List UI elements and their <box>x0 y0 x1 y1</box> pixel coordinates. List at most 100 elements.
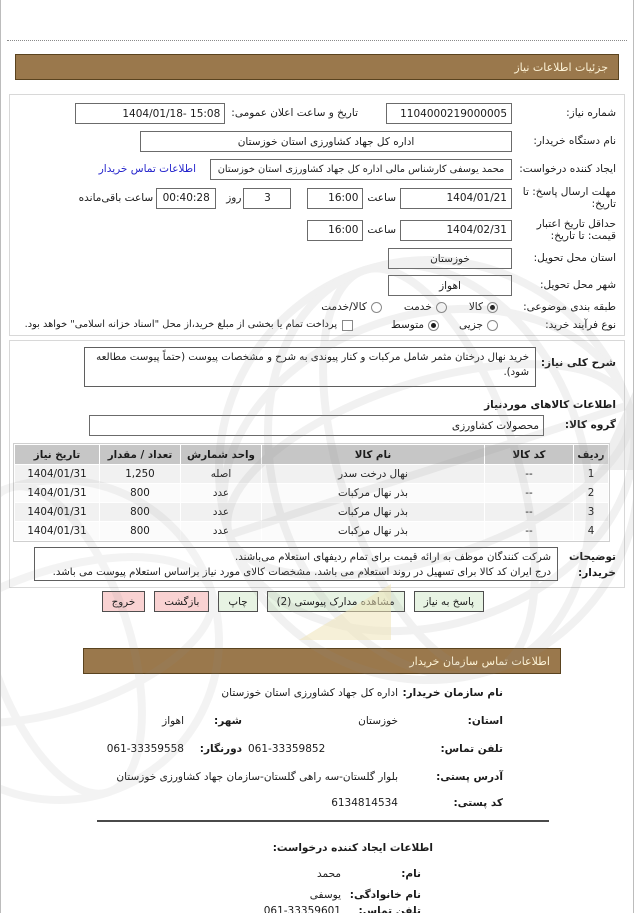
deadline-time-field: 16:00 <box>307 187 364 209</box>
deadline-time-value: 16:00 <box>328 192 359 204</box>
process-type-label: نوع فرآیند خرید: <box>545 318 616 331</box>
exit-button[interactable]: خروج <box>101 591 146 612</box>
classification-label: طبقه بندی موضوعی: <box>523 300 616 313</box>
buyer-contact-link[interactable]: اطلاعات تماس خریدار <box>98 163 196 175</box>
buyer-org-value: اداره کل جهاد کشاورزی استان خوزستان <box>237 135 415 148</box>
cell-quantity: 800 <box>100 484 180 502</box>
deadline-date-field: 1404/01/21 <box>400 187 512 209</box>
cell-quantity: 800 <box>100 522 180 540</box>
deadline-day-label: روز <box>226 191 242 204</box>
contact-city-label: شهر: <box>214 715 242 727</box>
creator-phone-label: تلفن تماس: <box>358 905 421 913</box>
cell-unit: عدد <box>181 503 261 521</box>
radio-partial[interactable] <box>487 319 498 331</box>
goods-table-header-row: ردیف کد کالا نام کالا واحد شمارش تعداد /… <box>15 445 608 464</box>
contact-postal-label: کد پستی: <box>453 797 503 809</box>
col-unit: واحد شمارش <box>181 445 261 464</box>
deadline-days-value: 3 <box>264 192 271 204</box>
price-validity-label: حداقل تاریخ اعتبار قیمت: تا تاریخ: <box>536 217 616 242</box>
cell-item-name: بذر نهال مرکبات <box>262 503 484 521</box>
deadline-days-field: 3 <box>243 187 292 209</box>
contact-address-value: بلوار گلستان-سه راهی گلستان-سازمان جهاد … <box>116 771 398 783</box>
deadline-label: مهلت ارسال پاسخ: تا تاریخ: <box>522 185 616 210</box>
radio-service-label: خدمت <box>403 300 432 313</box>
section-header-title: اطلاعات تماس سازمان خریدار <box>409 654 550 668</box>
need-info-panel: شماره نیاز: 1104000219000005 تاریخ و ساع… <box>9 94 625 336</box>
radio-goods-label: کالا <box>468 300 483 313</box>
request-creator-title-text: اطلاعات ایجاد کننده درخواست: <box>272 842 433 854</box>
contact-phone-label: تلفن تماس: <box>440 743 503 755</box>
cell-unit: عدد <box>181 522 261 540</box>
creator-first-name-label: نام: <box>401 868 421 880</box>
col-need-date: تاریخ نیاز <box>15 445 99 464</box>
cell-row-no: 2 <box>574 484 608 502</box>
view-attachments-button[interactable]: مشاهده مدارک پیوستی (2) <box>266 591 405 612</box>
contact-org-row: نام سازمان خریدار: اداره کل جهاد کشاورزی… <box>215 684 503 702</box>
contact-postal-value: 6134814534 <box>331 797 398 809</box>
buyer-notes-label-line2: خریدار: <box>578 566 616 579</box>
cell-row-no: 1 <box>574 465 608 483</box>
contact-fax-value: 061-33359558 <box>106 743 184 755</box>
contact-address-label: آدرس پستی: <box>436 771 503 783</box>
contact-phone-fax-row: تلفن تماس: 061-33359852 دورنگار: 061-333… <box>101 740 503 758</box>
deadline-date-value: 1404/01/21 <box>446 192 507 204</box>
top-dotted-divider <box>7 40 627 41</box>
contact-separator-line <box>97 820 549 822</box>
radio-partial-label: جزیی <box>459 318 483 331</box>
print-button[interactable]: چاپ <box>218 591 258 612</box>
cell-item-code: -- <box>485 465 573 483</box>
respond-button[interactable]: پاسخ به نیاز <box>413 591 484 612</box>
goods-table-row: 2 -- بذر نهال مرکبات عدد 800 1404/01/31 <box>15 484 608 502</box>
cell-item-name: نهال درخت سدر <box>262 465 484 483</box>
need-description-value: خرید نهال درختان مثمر شامل مرکبات و کنار… <box>96 352 529 379</box>
goods-section-title: اطلاعات کالاهای موردنیاز <box>484 399 616 411</box>
col-item-name: نام کالا <box>262 445 484 464</box>
remaining-hours-label: ساعت باقی‌مانده <box>78 191 154 204</box>
goods-group-label: گروه کالا: <box>564 419 616 432</box>
cell-item-name: بذر نهال مرکبات <box>262 484 484 502</box>
section-header-buyer-contact: اطلاعات تماس سازمان خریدار <box>83 648 561 674</box>
radio-medium[interactable] <box>428 319 440 331</box>
need-number-label: شماره نیاز: <box>566 107 616 120</box>
treasury-checkbox[interactable] <box>342 319 354 331</box>
back-button[interactable]: بازگشت <box>154 591 210 612</box>
col-row-no: ردیف <box>574 445 608 464</box>
need-number-field: 1104000219000005 <box>386 103 512 124</box>
contact-province-city-row: استان: خوزستان شهر: اهواز <box>156 712 503 730</box>
radio-goods-service[interactable] <box>370 301 382 313</box>
goods-info-panel: شرح کلی نیاز: خرید نهال درختان مثمر شامل… <box>9 340 625 588</box>
delivery-province-label: استان محل تحویل: <box>533 252 616 265</box>
need-description-box: خرید نهال درختان مثمر شامل مرکبات و کنار… <box>84 347 536 387</box>
section-header-need-details: جزئیات اطلاعات نیاز <box>15 54 619 80</box>
contact-city-value: اهواز <box>162 715 184 727</box>
contact-address-row: آدرس پستی: بلوار گلستان-سه راهی گلستان-س… <box>110 768 503 786</box>
buyer-notes-line2: درج ایران کد کالا برای تسهیل در روند است… <box>52 567 551 579</box>
announce-field: 1404/01/18- 15:08 <box>75 103 226 124</box>
buyer-notes-line1: شرکت کنندگان موظف به ارائه قیمت برای تما… <box>234 552 551 563</box>
contact-fax-label: دورنگار: <box>199 743 242 755</box>
contact-province-value: خوزستان <box>358 715 398 727</box>
deadline-hour-label: ساعت <box>367 191 396 204</box>
goods-table: ردیف کد کالا نام کالا واحد شمارش تعداد /… <box>13 443 610 542</box>
goods-table-row: 4 -- بذر نهال مرکبات عدد 800 1404/01/31 <box>15 522 608 540</box>
col-quantity: تعداد / مقدار <box>100 445 180 464</box>
cell-row-no: 3 <box>574 503 608 521</box>
cell-need-date: 1404/01/31 <box>15 484 99 502</box>
radio-goods[interactable] <box>487 301 498 313</box>
contact-org-label: نام سازمان خریدار: <box>402 687 503 699</box>
creator-phone-row: تلفن تماس: 061-33359601 <box>258 903 421 913</box>
validity-date-value: 1404/02/31 <box>446 224 507 236</box>
cell-need-date: 1404/01/31 <box>15 465 99 483</box>
announce-value: 1404/01/18- 15:08 <box>122 107 221 120</box>
creator-first-name-row: نام: محمد <box>311 866 421 882</box>
goods-table-row: 3 -- بذر نهال مرکبات عدد 800 1404/01/31 <box>15 503 608 521</box>
need-description-label: شرح کلی نیاز: <box>540 357 616 369</box>
cell-item-code: -- <box>485 503 573 521</box>
contact-province-label: استان: <box>467 715 503 727</box>
radio-service[interactable] <box>435 301 447 313</box>
cell-unit: عدد <box>181 484 261 502</box>
request-creator-field: محمد یوسفی کارشناس مالی اداره کل جهاد کش… <box>210 158 512 180</box>
creator-last-name-row: نام خانوادگی: یوسفی <box>304 887 421 903</box>
action-buttons: پاسخ به نیاز مشاهده مدارک پیوستی (2) چاپ… <box>101 591 484 612</box>
